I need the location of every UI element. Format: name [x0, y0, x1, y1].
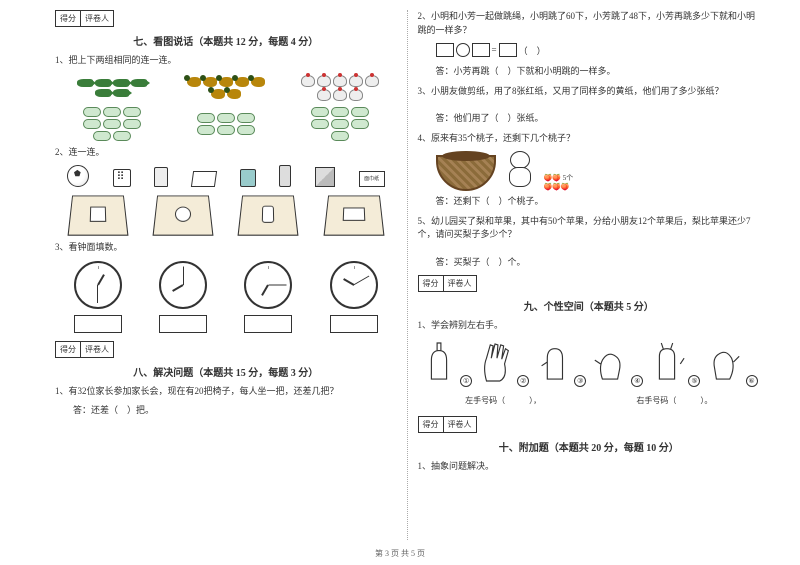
q8-4: 4、原来有35个桃子，还剩下几个桃子？	[418, 132, 761, 146]
q8-3: 3、小朋友做剪纸，用了8张红纸，又用了同样多的黄纸，他们用了多少张纸？	[418, 85, 761, 99]
hand-item: ①	[420, 341, 472, 387]
answer-box[interactable]	[330, 315, 378, 333]
tray-sphere	[153, 196, 214, 236]
operand-box[interactable]	[472, 43, 490, 57]
hand-item: ②	[477, 341, 529, 387]
hand-icon	[591, 341, 629, 383]
objects-row: 面巾纸	[55, 165, 397, 187]
marker-label: 评卷人	[444, 417, 476, 432]
can-icon-1	[154, 167, 168, 187]
score-box: 得分 评卷人	[55, 341, 114, 358]
hand-item: ④	[591, 341, 643, 387]
page-footer: 第 3 页 共 5 页	[0, 548, 800, 559]
clock-3	[244, 261, 292, 309]
answer-box[interactable]	[244, 315, 292, 333]
q8-1: 1、有32位家长参加家长会，现在有20把椅子，每人坐一把，还差几把？	[55, 385, 397, 399]
unit-paren: （ ）	[519, 44, 546, 57]
bill-group-3	[305, 106, 375, 142]
hand-number: ⑥	[746, 375, 758, 387]
q8-1-answer: 答：还差（ ）把。	[73, 404, 397, 418]
hand-item: ⑤	[648, 341, 700, 387]
score-label: 得分	[56, 11, 81, 26]
hand-item: ③	[534, 341, 586, 387]
section-8-title: 八、解决问题（本题共 15 分，每题 3 分）	[55, 364, 397, 379]
q8-4-answer: 答：还剩下（ ）个桃子。	[436, 195, 761, 209]
hand-number: ③	[574, 375, 586, 387]
right-hand-label: 右手号码（ ）。	[636, 395, 712, 406]
bills-row	[55, 106, 397, 142]
hand-icon	[477, 341, 515, 383]
left-hand-label: 左手号码（ ），	[465, 395, 541, 406]
right-column: 2、小明和小芳一起做跳绳，小明跳了60下，小芳跳了48下，小芳再跳多少下就和小明…	[408, 10, 771, 540]
score-label: 得分	[419, 417, 444, 432]
q8-5-answer: 答：买梨子（ ）个。	[436, 256, 761, 270]
section-7-title: 七、看图说话（本题共 12 分，每题 4 分）	[55, 33, 397, 48]
clock-1	[74, 261, 122, 309]
hand-icon	[705, 341, 743, 383]
q8-2: 2、小明和小芳一起做跳绳，小明跳了60下，小芳跳了48下，小芳再跳多少下就和小明…	[418, 10, 761, 37]
tray-cube	[67, 196, 128, 236]
peach-count-label: 🍑🍑 5个🍑🍑🍑	[544, 173, 574, 191]
tray-cylinder	[238, 196, 299, 236]
marker-label: 评卷人	[444, 276, 476, 291]
hand-icon	[420, 341, 458, 383]
q8-3-answer: 答：他们用了（ ）张纸。	[436, 112, 761, 126]
clock-answer-row	[55, 315, 397, 333]
monkey-icon	[502, 151, 538, 191]
q7-3: 3、看钟面填数。	[55, 241, 397, 255]
section-10-title: 十、附加题（本题共 20 分，每题 10 分）	[418, 439, 761, 454]
operator-circle[interactable]	[456, 43, 470, 57]
tray-row	[55, 193, 397, 235]
hand-number: ①	[460, 375, 472, 387]
hand-number: ④	[631, 375, 643, 387]
hand-icon	[534, 341, 572, 383]
marker-label: 评卷人	[81, 11, 113, 26]
tissue-box-icon: 面巾纸	[359, 171, 385, 187]
q7-1: 1、把上下两组相同的连一连。	[55, 54, 397, 68]
hand-icon	[648, 341, 686, 383]
fish-group	[72, 78, 152, 98]
score-label: 得分	[419, 276, 444, 291]
basket-icon	[436, 155, 496, 191]
equation-boxes: = （ ）	[436, 43, 546, 57]
bill-group-1	[77, 106, 147, 142]
q8-2-answer: 答：小芳再跳（ ）下就和小明跳的一样多。	[436, 65, 761, 79]
clock-2	[159, 261, 207, 309]
bottle-icon	[279, 165, 291, 187]
score-box: 得分 评卷人	[418, 416, 477, 433]
animal-row	[55, 74, 397, 102]
q7-2: 2、连一连。	[55, 146, 397, 160]
q8-5: 5、幼儿园买了梨和苹果，其中有50个苹果，分给小朋友12个苹果后，梨比苹果还少7…	[418, 215, 761, 242]
basket-scene: 🍑🍑 5个🍑🍑🍑	[436, 151, 761, 191]
tray-cuboid	[323, 196, 384, 236]
hand-number: ⑤	[688, 375, 700, 387]
operand-box[interactable]	[436, 43, 454, 57]
result-box[interactable]	[499, 43, 517, 57]
clock-row	[55, 261, 397, 309]
exam-page: 得分 评卷人 七、看图说话（本题共 12 分，每题 4 分） 1、把上下两组相同…	[0, 0, 800, 540]
q10-1: 1、抽象问题解决。	[418, 460, 761, 474]
marker-label: 评卷人	[81, 342, 113, 357]
soccer-ball-icon	[67, 165, 89, 187]
score-box: 得分 评卷人	[418, 275, 477, 292]
hands-row: ① ② ③ ④ ⑤ ⑥	[418, 341, 761, 387]
duck-group	[186, 76, 266, 100]
answer-box[interactable]	[159, 315, 207, 333]
hand-number: ②	[517, 375, 529, 387]
hand-item: ⑥	[705, 341, 757, 387]
score-box: 得分 评卷人	[55, 10, 114, 27]
can-icon-2	[240, 169, 256, 187]
chicken-group	[300, 74, 380, 102]
hand-answer-labels: 左手号码（ ）， 右手号码（ ）。	[418, 395, 761, 406]
dice-icon	[113, 169, 131, 187]
answer-box[interactable]	[74, 315, 122, 333]
box-icon	[191, 171, 217, 187]
score-label: 得分	[56, 342, 81, 357]
section-9-title: 九、个性空间（本题共 5 分）	[418, 298, 761, 313]
clock-4	[330, 261, 378, 309]
cube-icon	[315, 167, 335, 187]
bill-group-2	[191, 112, 261, 136]
left-column: 得分 评卷人 七、看图说话（本题共 12 分，每题 4 分） 1、把上下两组相同…	[45, 10, 408, 540]
q9-1: 1、学会辨别左右手。	[418, 319, 761, 333]
